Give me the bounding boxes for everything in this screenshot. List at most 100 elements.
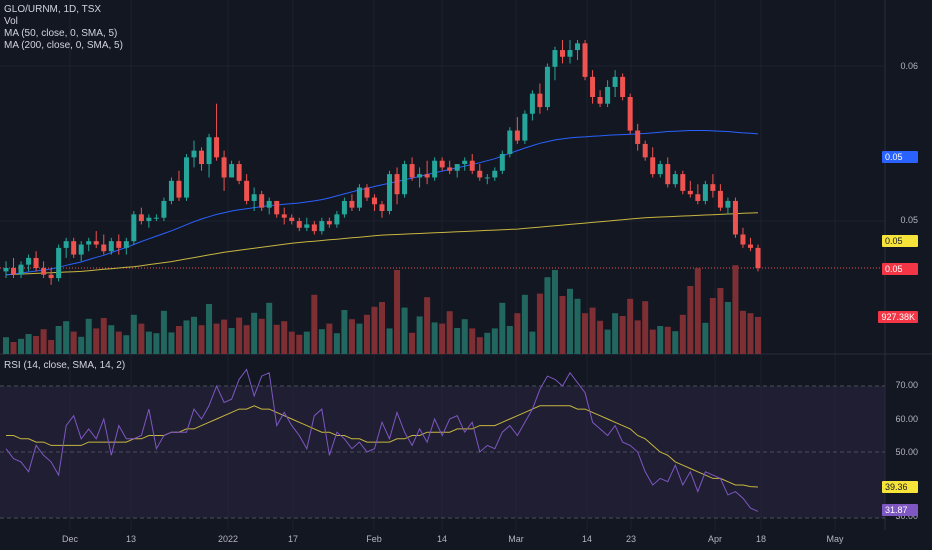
symbol-title[interactable]: GLO/URNM, 1D, TSX [4, 4, 102, 15]
volume-bar [100, 318, 107, 354]
rsi-ma-badge: 39.36 [882, 481, 918, 493]
volume-bar [168, 332, 175, 354]
candle [101, 234, 107, 255]
ma50-legend[interactable]: MA (50, close, 0, SMA, 5) [4, 28, 118, 39]
candle [281, 207, 287, 225]
candle-body [41, 268, 47, 275]
candle [492, 167, 498, 181]
volume-bar [619, 316, 626, 354]
candle [687, 180, 693, 198]
volume-bar [424, 297, 431, 354]
last-price-badge: 0.05 [882, 263, 918, 275]
volume-bar [25, 334, 32, 354]
volume-bars [3, 265, 761, 354]
candle [266, 197, 272, 215]
candle-body [672, 174, 678, 185]
candle-body [319, 221, 325, 232]
candle [665, 157, 671, 188]
candle-body [379, 204, 385, 211]
volume-bar [221, 319, 228, 354]
candle [590, 70, 596, 104]
volume-bar [679, 314, 686, 354]
candle [116, 234, 122, 255]
candles [3, 40, 761, 285]
candle [559, 40, 565, 64]
volume-bar [536, 293, 543, 354]
candle-body [48, 274, 54, 279]
candle-body [484, 177, 490, 179]
volume-bar [213, 323, 220, 354]
volume-bar [93, 328, 100, 354]
volume-bar [627, 298, 634, 354]
candle [454, 164, 460, 178]
candle-body [702, 184, 708, 201]
candle-body [78, 244, 84, 255]
candle-body [153, 217, 159, 219]
candle [123, 237, 129, 255]
candle [409, 157, 415, 181]
candle [244, 174, 250, 205]
candle [18, 261, 24, 279]
candle-body [567, 50, 573, 57]
volume-bar [709, 298, 716, 354]
candle [424, 160, 430, 185]
volume-bar [664, 326, 671, 354]
candle [93, 231, 99, 248]
candle [702, 180, 708, 205]
candle-body [11, 268, 17, 275]
volume-bar [724, 302, 731, 354]
candle [732, 197, 738, 238]
volume-bar [484, 332, 491, 354]
time-axis-label: 17 [287, 534, 299, 544]
candle-body [740, 234, 746, 245]
candle [183, 154, 189, 201]
ma200-legend[interactable]: MA (200, close, 0, SMA, 5) [4, 40, 123, 51]
volume-bar [130, 314, 137, 354]
candle-body [349, 200, 355, 208]
candle [597, 90, 603, 108]
candle-body [71, 241, 77, 255]
candle [402, 160, 408, 198]
volume-bar [63, 321, 70, 354]
volume-bar [559, 296, 566, 354]
candle [146, 214, 152, 228]
candle-body [680, 174, 686, 191]
candle-body [56, 247, 62, 279]
volume-bar [273, 324, 280, 354]
vol-legend[interactable]: Vol [4, 16, 18, 27]
volume-bar [431, 322, 438, 354]
candle-body [657, 164, 663, 175]
volume-bar [318, 329, 325, 354]
rsi-legend: RSI (14, close, SMA, 14, 2) [4, 360, 125, 372]
candle [747, 237, 753, 252]
time-axis-label: 13 [125, 534, 137, 544]
volume-bar [394, 270, 401, 354]
candle-body [63, 241, 69, 248]
volume-bar [739, 310, 746, 354]
volume-bar [228, 328, 235, 354]
candle [63, 237, 69, 258]
price-tick-label: 0.06 [900, 61, 918, 71]
candle [131, 211, 137, 245]
candle-body [251, 194, 257, 201]
candle [289, 214, 295, 225]
candle-body [642, 143, 648, 158]
rsi-lower-band-label: 30.00 [895, 511, 918, 521]
candle [717, 184, 723, 211]
candle [612, 70, 618, 97]
rsi-line [5, 368, 759, 512]
candle [138, 207, 144, 225]
rsi-title[interactable]: RSI (14, close, SMA, 14, 2) [4, 360, 126, 371]
candle [507, 127, 513, 158]
candle [642, 140, 648, 161]
candle-body [33, 257, 39, 268]
volume-bar [123, 335, 130, 354]
candle-body [582, 43, 588, 77]
candle-body [266, 200, 272, 208]
volume-bar [341, 310, 348, 354]
candle [620, 73, 626, 101]
volume-bar [416, 316, 423, 354]
candle [304, 217, 310, 232]
time-axis-label: 2022 [217, 534, 239, 544]
